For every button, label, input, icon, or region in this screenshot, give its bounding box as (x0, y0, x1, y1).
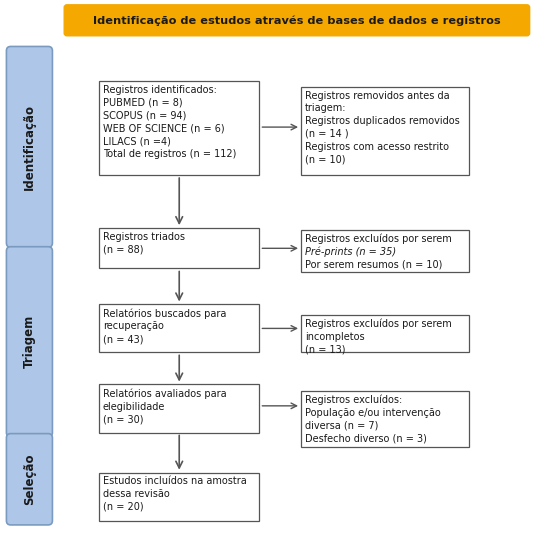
Text: Triagem: Triagem (23, 315, 36, 368)
Text: Por serem resumos (n = 10): Por serem resumos (n = 10) (305, 259, 442, 269)
Text: Relatórios avaliados para
elegibilidade
(n = 30): Relatórios avaliados para elegibilidade … (103, 388, 226, 425)
Text: Identificação: Identificação (23, 104, 36, 190)
Text: Registros removidos antes da
triagem:
Registros duplicados removidos
(n = 14 )
R: Registros removidos antes da triagem: Re… (305, 90, 460, 164)
Text: Registros excluídos por serem
incompletos
(n = 13): Registros excluídos por serem incompleto… (305, 319, 452, 355)
Text: Registros excluídos:
População e/ou intervenção
diversa (n = 7)
Desfecho diverso: Registros excluídos: População e/ou inte… (305, 395, 440, 444)
Text: Estudos incluídos na amostra
dessa revisão
(n = 20): Estudos incluídos na amostra dessa revis… (103, 476, 247, 512)
Text: Seleção: Seleção (23, 453, 36, 505)
FancyBboxPatch shape (99, 384, 259, 433)
FancyBboxPatch shape (301, 230, 470, 272)
Text: Identificação de estudos através de bases de dados e registros: Identificação de estudos através de base… (93, 15, 501, 26)
FancyBboxPatch shape (6, 247, 52, 437)
FancyBboxPatch shape (6, 46, 52, 247)
FancyBboxPatch shape (99, 82, 259, 175)
Text: Registros excluídos por serem: Registros excluídos por serem (305, 233, 452, 244)
Text: Registros triados
(n = 88): Registros triados (n = 88) (103, 232, 185, 255)
FancyBboxPatch shape (99, 304, 259, 352)
FancyBboxPatch shape (301, 315, 470, 352)
FancyBboxPatch shape (301, 87, 470, 175)
Text: Registros identificados:
PUBMED (n = 8)
SCOPUS (n = 94)
WEB OF SCIENCE (n = 6)
L: Registros identificados: PUBMED (n = 8) … (103, 85, 236, 159)
FancyBboxPatch shape (64, 5, 530, 36)
Text: Relatórios buscados para
recuperação
(n = 43): Relatórios buscados para recuperação (n … (103, 308, 226, 344)
FancyBboxPatch shape (301, 391, 470, 447)
Text: Pré-prints (n = 35): Pré-prints (n = 35) (305, 246, 396, 257)
FancyBboxPatch shape (6, 434, 52, 525)
FancyBboxPatch shape (99, 473, 259, 521)
FancyBboxPatch shape (99, 228, 259, 268)
